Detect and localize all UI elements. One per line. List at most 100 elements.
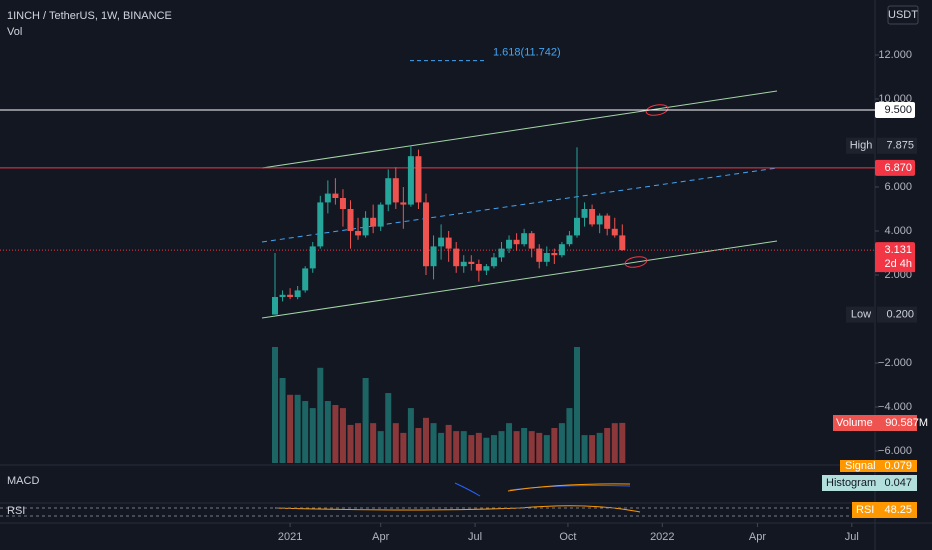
rsi-value: 48.25 — [884, 504, 912, 516]
candle-body — [453, 248, 460, 267]
candle-body — [347, 209, 354, 231]
candle-body — [506, 239, 513, 249]
volume-bar — [355, 423, 362, 463]
volume-bar — [453, 431, 460, 463]
value-tag-label: 0.200 — [886, 309, 914, 321]
candle-body — [332, 193, 339, 198]
value-tag — [877, 137, 917, 154]
drawings — [0, 90, 875, 517]
macd-title: MACD — [7, 475, 39, 487]
volume-bar — [551, 428, 558, 463]
volume-bar — [581, 435, 588, 463]
volume-bar — [287, 394, 294, 463]
fib-label: 1.618(11.742) — [493, 47, 561, 59]
candle-body — [483, 266, 490, 271]
candle-body — [294, 290, 301, 297]
price-tag-label: 9.500 — [884, 104, 912, 116]
candle-body — [528, 233, 535, 249]
candle-body — [377, 204, 384, 227]
y-tick-label: 12.000 — [878, 49, 912, 61]
volume-bar — [272, 347, 278, 463]
candle-body — [272, 297, 278, 315]
volume-bar — [483, 437, 490, 463]
candle-body — [513, 239, 520, 245]
volume-bar — [521, 428, 528, 463]
price-tag — [875, 102, 915, 118]
volume-bar — [332, 405, 339, 463]
name-tag — [846, 306, 876, 323]
volume-bar — [438, 432, 445, 463]
volume-bar — [362, 377, 369, 463]
volume-bar — [407, 408, 414, 463]
x-tick-label: 2021 — [278, 531, 302, 543]
y-tick-label: −6.000 — [878, 445, 912, 457]
volume-bar — [589, 435, 596, 463]
volume-bar — [317, 367, 324, 463]
candle-body — [339, 198, 346, 209]
volume-bar — [347, 424, 354, 463]
channel-mid — [261, 167, 778, 243]
volume-bar — [392, 423, 399, 463]
candle-body — [430, 246, 437, 267]
x-tick-label: 2022 — [650, 531, 674, 543]
signal-line — [507, 483, 631, 492]
x-tick-label: Jul — [468, 531, 482, 543]
name-tag — [846, 137, 876, 154]
volume-bar — [377, 431, 384, 463]
price-tag — [875, 242, 915, 259]
currency-button[interactable] — [887, 5, 919, 25]
y-tick-label: −4.000 — [878, 401, 912, 413]
y-tick-label: −2.000 — [878, 357, 912, 369]
rsi-line — [274, 505, 641, 513]
candle-body — [551, 253, 558, 256]
volume-bar — [279, 377, 286, 463]
volume-bar — [468, 435, 475, 463]
volume-bar — [513, 431, 520, 463]
candle-body — [543, 253, 550, 262]
volume-bar — [604, 428, 611, 463]
volume-bar — [558, 423, 565, 463]
price-tag-label: 3.131 — [884, 244, 912, 256]
candle-body — [415, 156, 422, 203]
volume-bar — [528, 431, 535, 463]
candle-body — [423, 202, 429, 267]
currency[interactable]: USDT — [888, 9, 918, 21]
candle-body — [521, 233, 528, 245]
volume-bar — [400, 432, 407, 463]
candle-body — [468, 261, 475, 264]
volume-bar — [430, 423, 437, 463]
volume-title: Vol — [7, 26, 22, 38]
x-tick-label: Oct — [559, 531, 576, 543]
volume-bar — [566, 408, 573, 463]
volume-bar — [370, 423, 377, 463]
volume-bar — [309, 408, 316, 463]
volume-bar — [423, 417, 429, 463]
candle-body — [302, 268, 309, 291]
volume-bar — [574, 347, 580, 463]
value-tag — [877, 306, 917, 323]
volume-bar — [385, 393, 392, 463]
channel-upper — [261, 90, 778, 169]
volume-bar — [445, 424, 452, 463]
price-tag-label: 6.870 — [884, 162, 912, 174]
volume-bar — [543, 435, 550, 463]
candle-body — [279, 294, 286, 297]
candle-body — [490, 257, 497, 267]
x-tick-label: Apr — [749, 531, 766, 543]
candle-body — [574, 217, 580, 236]
candle-body — [407, 156, 414, 205]
candle-body — [400, 202, 407, 205]
volume-bar — [339, 408, 346, 463]
volume-bar — [294, 394, 301, 463]
candle-body — [536, 248, 543, 262]
candle-body — [589, 209, 596, 225]
histogram-tag — [822, 475, 917, 491]
candle-body — [566, 235, 573, 245]
volume-tag — [833, 415, 917, 431]
rsi-tag — [852, 502, 917, 518]
histogram-name: Histogram — [826, 477, 876, 489]
y-tick-label: 6.000 — [884, 181, 912, 193]
candle-body — [317, 202, 324, 247]
